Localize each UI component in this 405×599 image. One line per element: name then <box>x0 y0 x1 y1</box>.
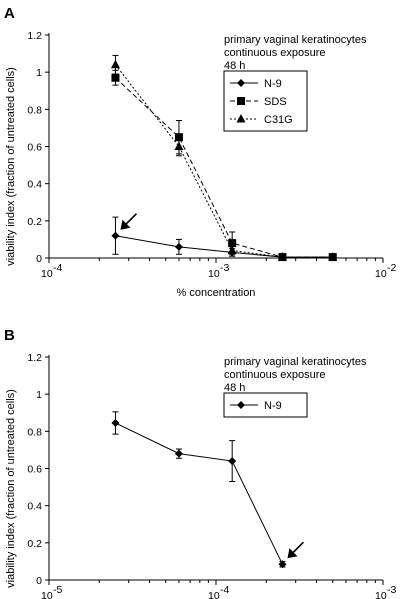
data-point <box>228 457 237 466</box>
series-n-9 <box>111 216 337 262</box>
data-point <box>174 141 184 150</box>
panel-letter: A <box>4 5 15 22</box>
y-axis-title: viability index (fraction of untreated c… <box>5 389 17 588</box>
series-line <box>115 422 283 565</box>
data-point <box>277 252 287 261</box>
x-tick-label: 10 <box>208 268 220 280</box>
x-tick-exponent: -3 <box>387 584 396 596</box>
y-tick-label: 0.8 <box>27 104 42 116</box>
y-tick-label: 0 <box>36 575 42 587</box>
y-tick-label: 0 <box>36 253 42 265</box>
y-tick-label: 0.8 <box>27 426 42 438</box>
data-point <box>278 560 287 569</box>
legend-label: C31G <box>264 114 293 126</box>
legend-label: N-9 <box>264 400 282 412</box>
data-point <box>174 242 183 251</box>
x-tick-exponent: -3 <box>220 262 229 274</box>
x-tick-exponent: -4 <box>53 262 62 274</box>
y-tick-label: 0.6 <box>27 464 42 476</box>
x-tick-exponent: -4 <box>220 584 229 596</box>
y-tick-label: 0.6 <box>27 142 42 154</box>
legend-marker <box>237 401 245 409</box>
series-line <box>115 235 333 258</box>
y-tick-label: 1.2 <box>27 352 42 364</box>
data-point <box>111 73 120 82</box>
legend-label: SDS <box>264 96 287 108</box>
x-tick-label: 10 <box>41 590 53 599</box>
annotation-line: continuous exposure <box>224 47 326 59</box>
data-point <box>111 418 120 427</box>
x-tick-exponent: -5 <box>53 584 62 596</box>
data-point <box>174 449 183 458</box>
legend-label: N-9 <box>264 78 282 90</box>
annotation-line: continuous exposure <box>224 369 326 381</box>
data-point <box>110 59 120 69</box>
y-axis-title: viability index (fraction of untreated c… <box>5 67 17 266</box>
series-n-9 <box>111 411 287 569</box>
data-point <box>228 239 237 248</box>
chart-panel-b: B00.20.40.60.811.210-510-410-3% concentr… <box>4 327 396 599</box>
x-tick-label: 10 <box>208 590 220 599</box>
data-point <box>111 231 120 240</box>
arrow-head <box>287 548 298 559</box>
annotation-line: primary vaginal keratinocytes <box>224 34 367 46</box>
y-tick-label: 1 <box>36 389 42 401</box>
y-tick-label: 0.4 <box>27 179 42 191</box>
panel-letter: B <box>4 327 15 344</box>
x-tick-label: 10 <box>41 268 53 280</box>
y-tick-label: 1.2 <box>27 30 42 42</box>
legend-marker <box>236 114 246 123</box>
y-tick-label: 0.2 <box>27 538 42 550</box>
series-line <box>115 77 333 258</box>
arrow-head <box>120 219 131 230</box>
x-tick-label: 10 <box>375 590 387 599</box>
legend-marker <box>237 97 245 105</box>
annotation-line: 48 h <box>224 382 245 394</box>
y-tick-label: 1 <box>36 67 42 79</box>
y-tick-label: 0.4 <box>27 501 42 513</box>
legend-marker <box>237 79 245 87</box>
annotation-line: primary vaginal keratinocytes <box>224 356 367 368</box>
chart-panel-a: A00.20.40.60.811.210 -4 10 -3 10 -2% concentr… <box>4 5 396 299</box>
x-axis-title: % concentration <box>177 287 256 299</box>
series-c31g <box>110 54 338 261</box>
x-tick-exponent: -2 <box>387 262 396 274</box>
y-tick-label: 0.2 <box>27 216 42 228</box>
annotation-line: 48 h <box>224 60 245 72</box>
data-point <box>227 245 237 255</box>
x-tick-label: 10 <box>375 268 387 280</box>
data-point <box>328 252 338 261</box>
